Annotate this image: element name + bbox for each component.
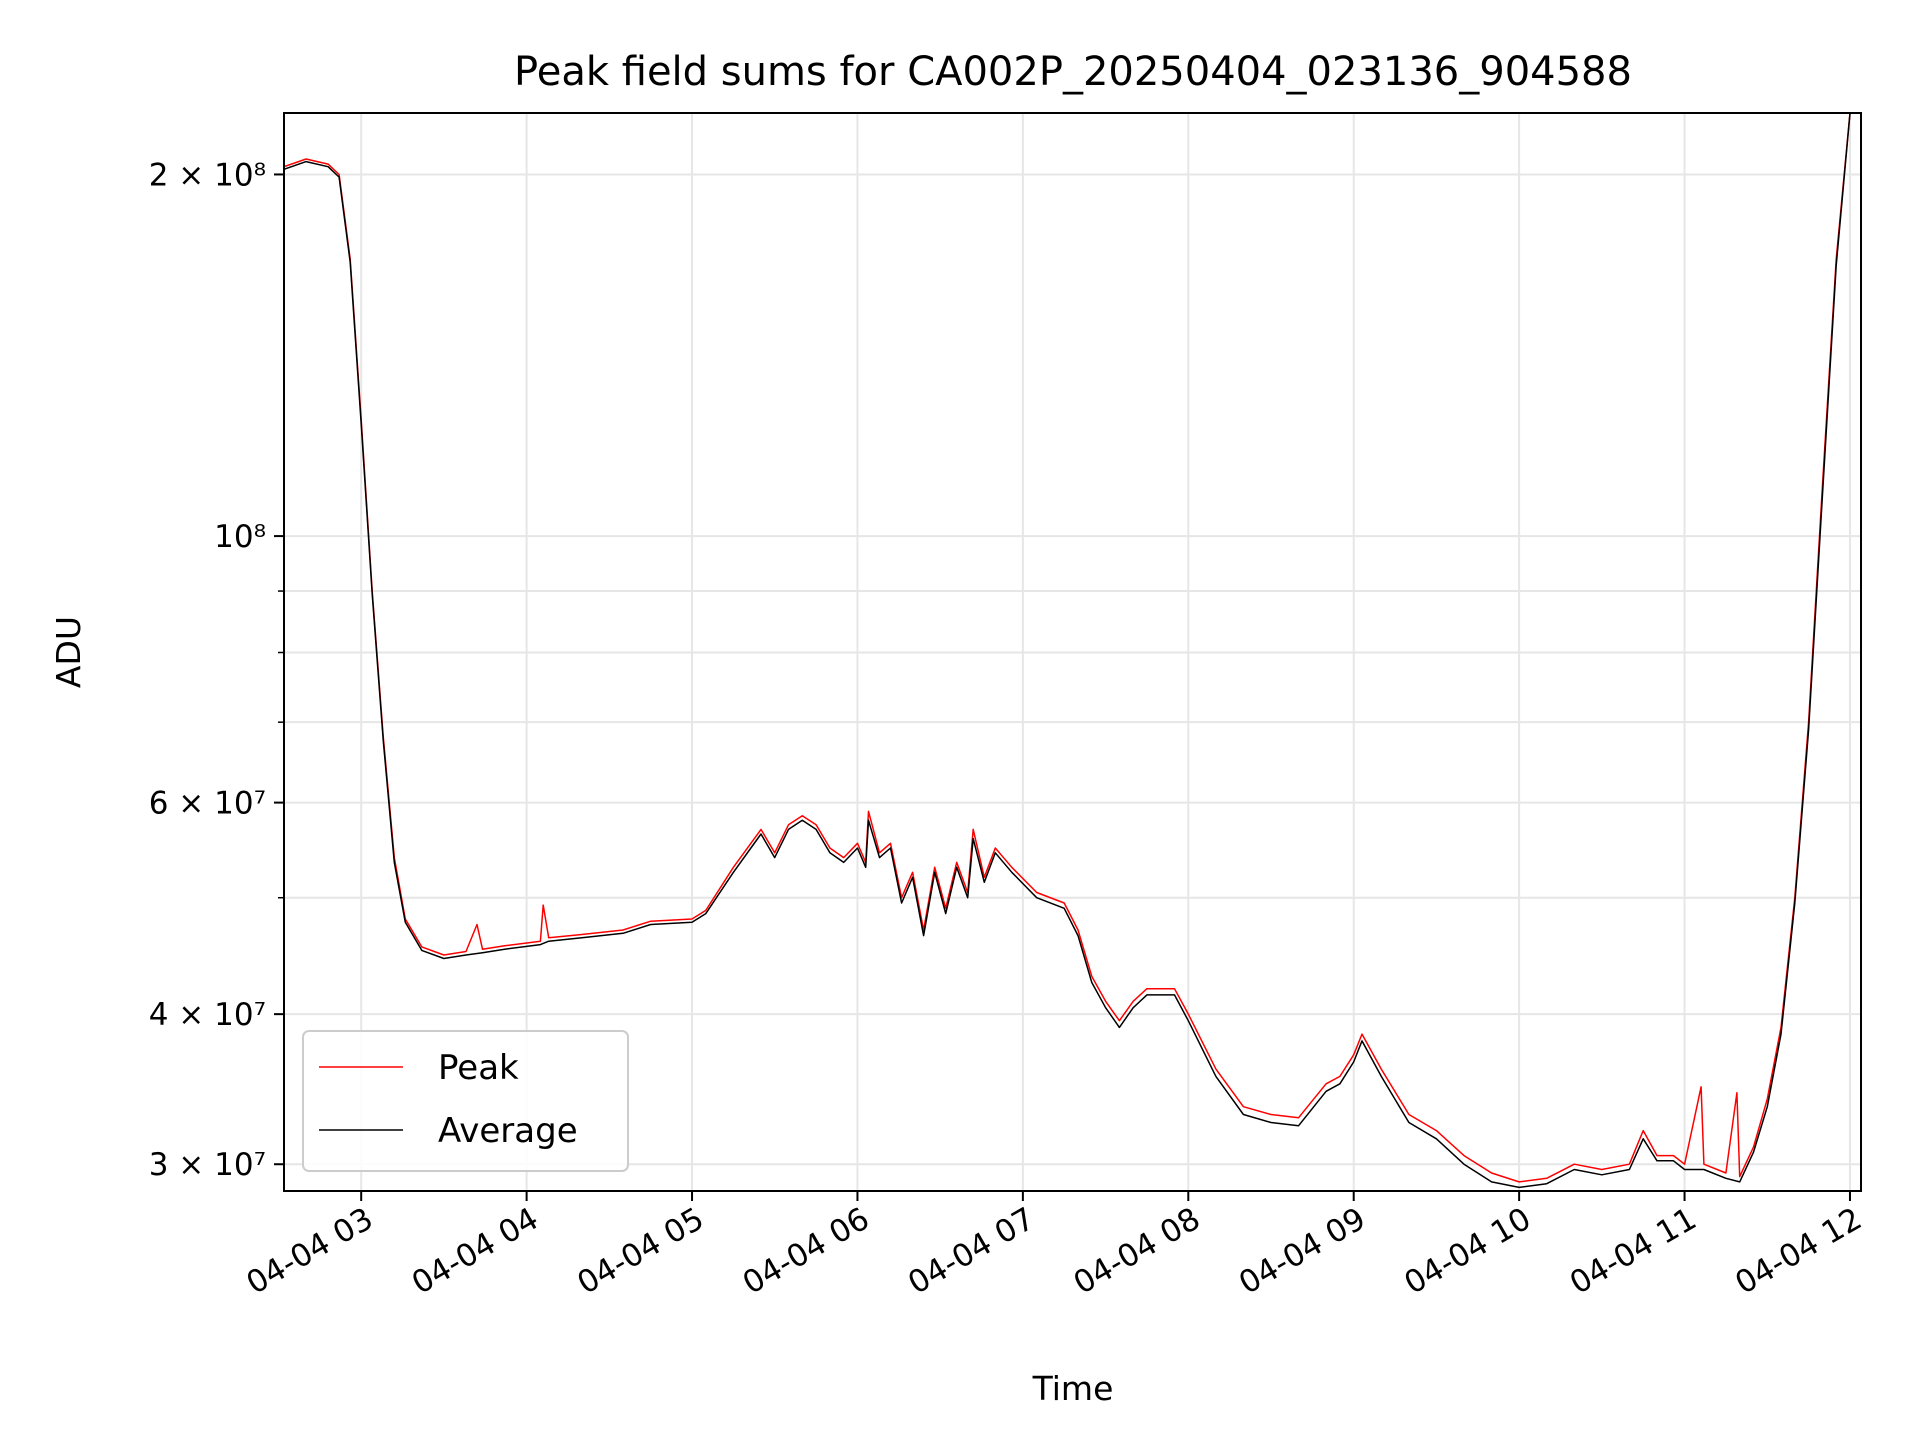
y-axis-label: ADU bbox=[49, 616, 88, 688]
legend: Peak Average bbox=[302, 1030, 629, 1172]
y-tick-label: 3 × 10⁷ bbox=[149, 1147, 266, 1183]
x-axis-label: Time bbox=[1032, 1369, 1114, 1408]
y-tick-label: 2 × 10⁸ bbox=[149, 157, 266, 193]
chart-title: Peak field sums for CA002P_20250404_0231… bbox=[514, 49, 1632, 95]
y-tick-label: 6 × 10⁷ bbox=[149, 786, 266, 822]
y-axis-ticks: 3 × 10⁷ 4 × 10⁷ 6 × 10⁷ 10⁸ 2 × 10⁸ bbox=[149, 157, 284, 1183]
series-line-average bbox=[284, 113, 1851, 1189]
y-tick-label: 10⁸ bbox=[214, 519, 266, 555]
series-line-peak bbox=[284, 113, 1851, 1183]
y-tick-label: 4 × 10⁷ bbox=[149, 997, 266, 1033]
legend-label-peak: Peak bbox=[438, 1048, 519, 1088]
legend-box bbox=[302, 1030, 629, 1172]
legend-label-average: Average bbox=[438, 1111, 578, 1151]
series-lines bbox=[284, 113, 1851, 1189]
